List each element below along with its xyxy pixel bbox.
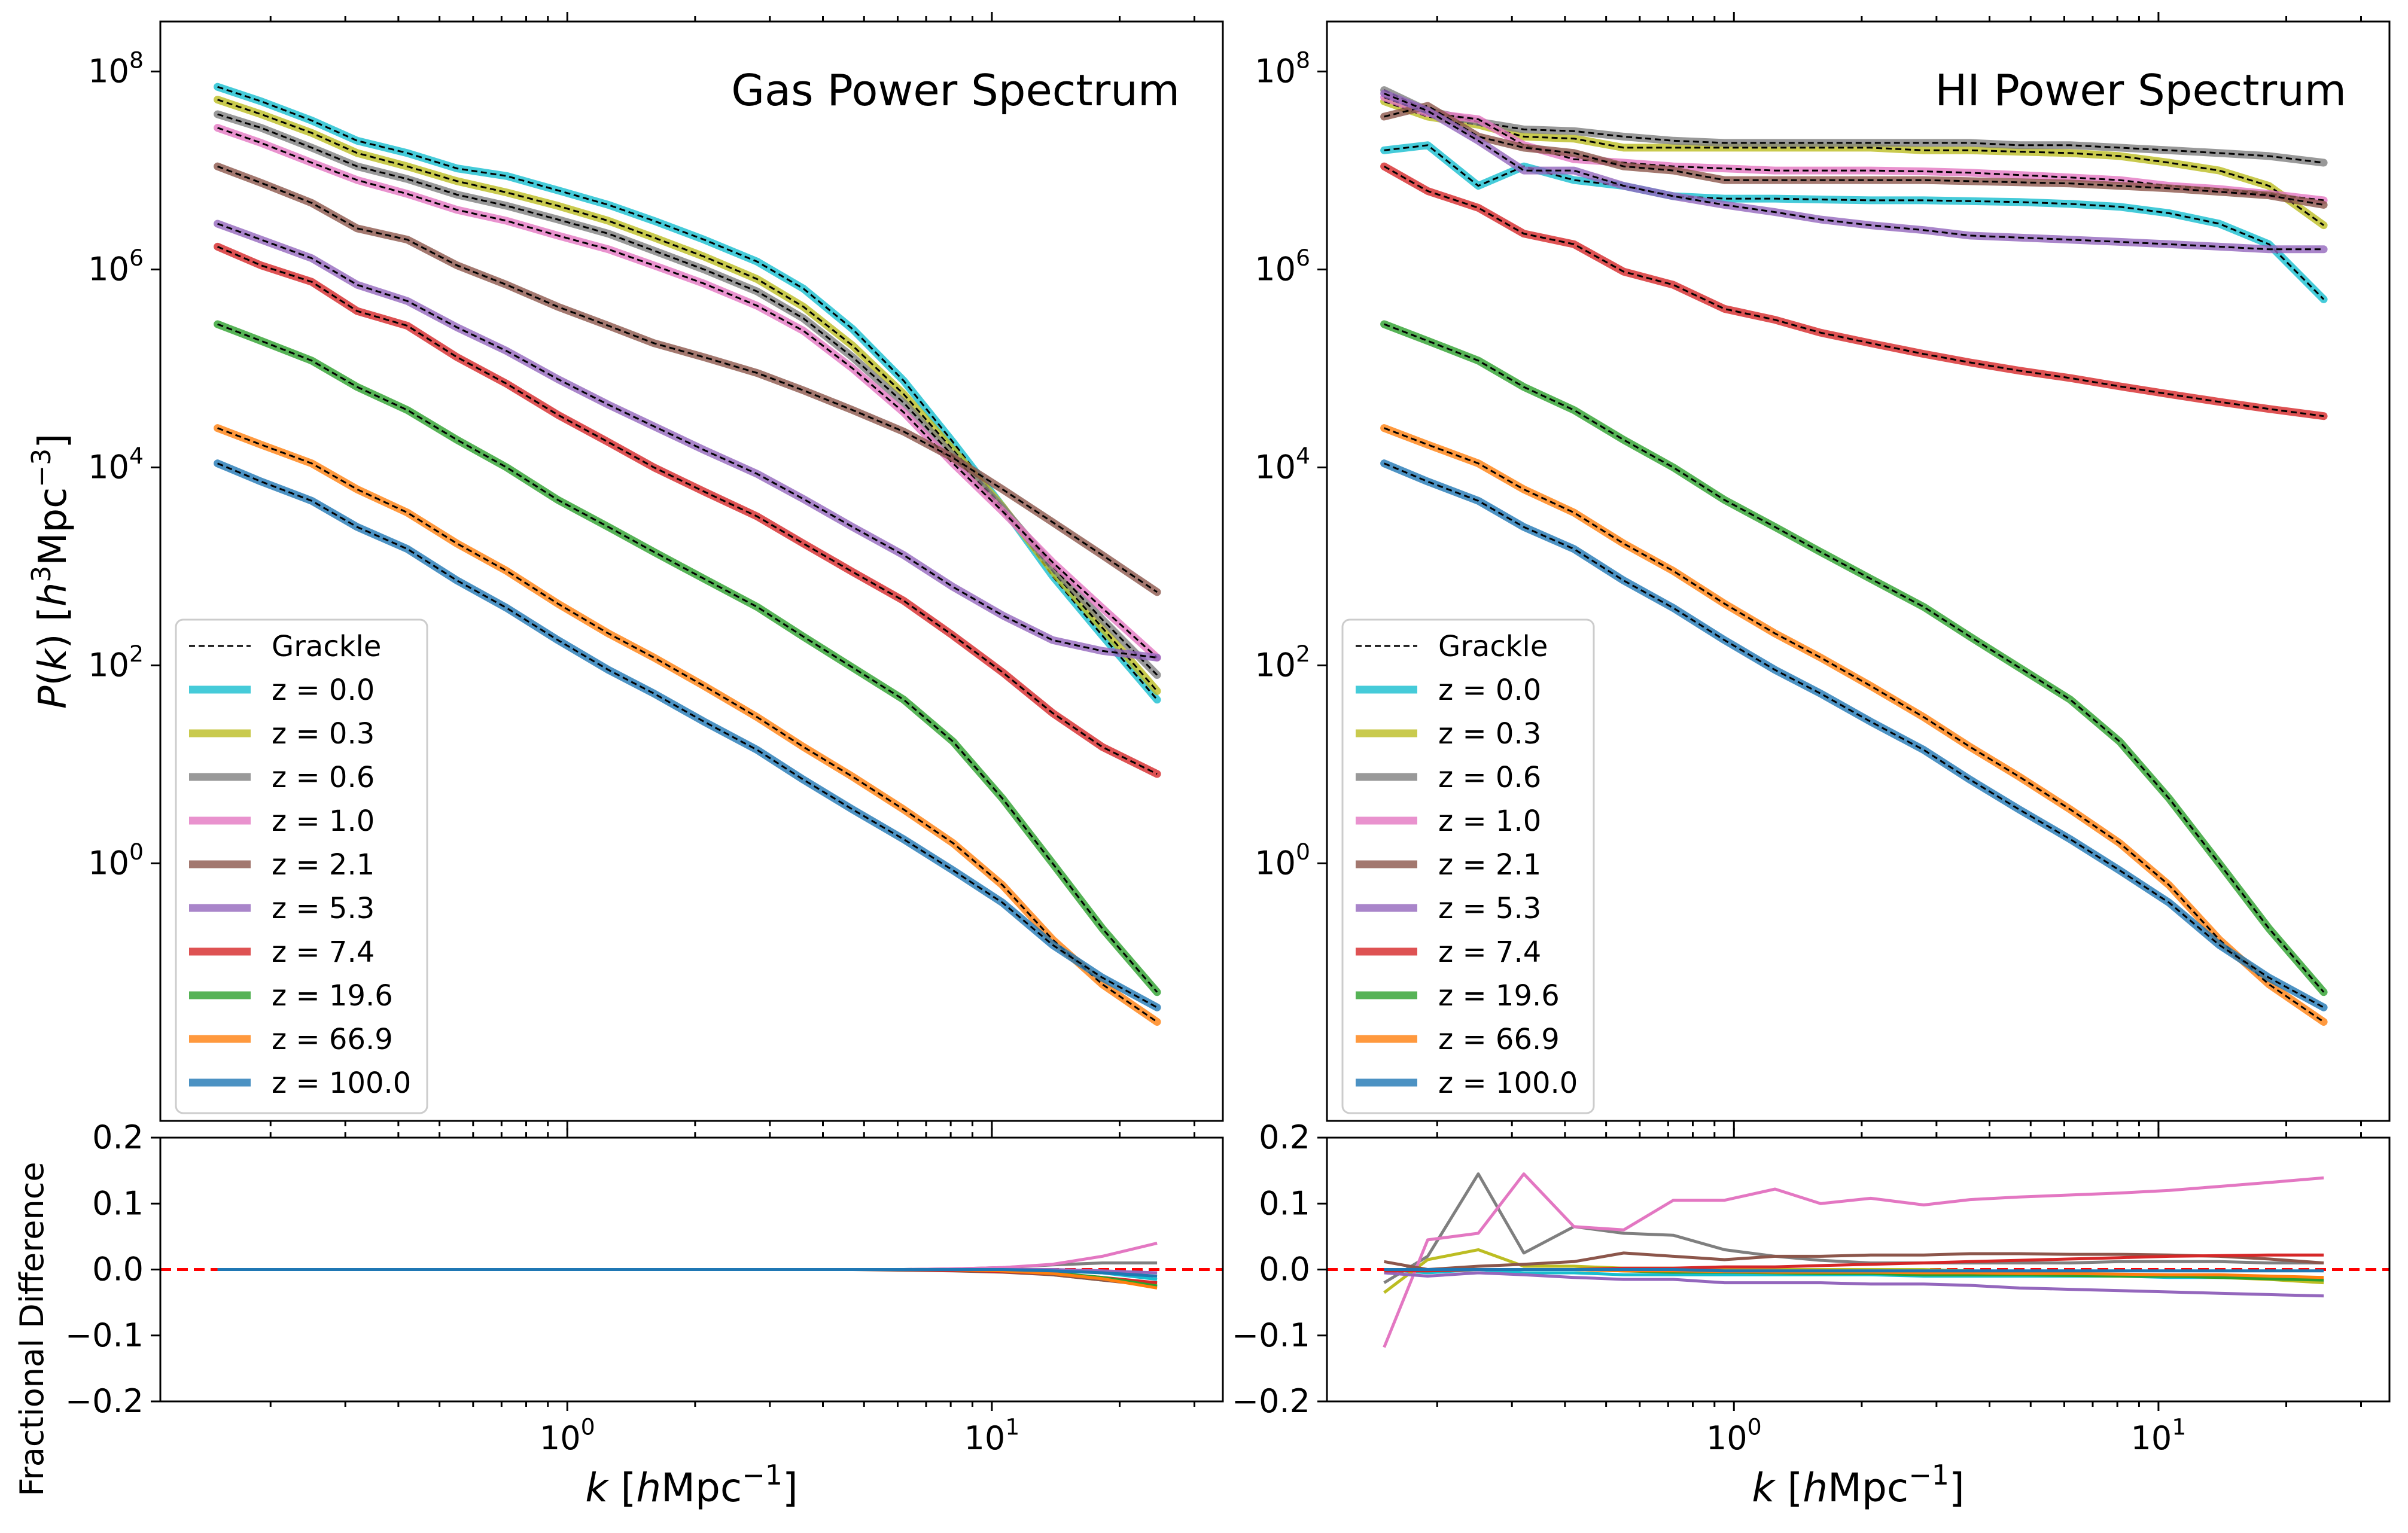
- x-tick-label: 101: [964, 1414, 1020, 1457]
- y-tick-label: 0.1: [92, 1184, 144, 1222]
- legend-label-z-7-4: z = 7.4: [1438, 935, 1541, 969]
- y-tick-label: 102: [88, 641, 144, 684]
- diff-line-z-100-0: [217, 1268, 1158, 1278]
- legend-grackle-label: Grackle: [1438, 630, 1548, 663]
- grackle-line-z-5-3: [1384, 92, 2324, 251]
- legend-label-z-7-4: z = 7.4: [272, 935, 375, 969]
- panel-gas-fractional-difference: 100 101 −0.2 −0.1 0.0 0.1 0.2: [65, 1118, 1224, 1457]
- y-tick-label: 0.1: [1259, 1184, 1310, 1222]
- y-tick-label: 0.0: [1259, 1251, 1310, 1288]
- grackle-line-z-7-4: [217, 246, 1158, 775]
- x-tick-label: 101: [2131, 1414, 2187, 1457]
- grackle-line-z-7-4: [1383, 165, 2324, 417]
- y-tick-label: 106: [88, 245, 144, 288]
- y-tick-label: 0.2: [92, 1118, 144, 1156]
- axes-frame: [159, 20, 1224, 1122]
- diff-line-z-2-1: [1384, 1251, 2324, 1271]
- legend-label-z-0-6: z = 0.6: [272, 761, 375, 794]
- xlabel-text: k [hMpc−1]: [585, 1459, 798, 1511]
- legend-label-z-100-0: z = 100.0: [272, 1066, 411, 1100]
- diff-line-z-100-0: [1384, 1268, 2324, 1273]
- y-tick-label: −0.2: [1232, 1382, 1310, 1420]
- ylabel-power-spectrum: P(k) [h3Mpc−3]: [26, 434, 75, 709]
- plot-area: [214, 83, 1161, 1026]
- panel-hi-power-spectrum: 100 102 104 106 108 HI Power Spectrum Grackle z…: [1255, 12, 2391, 1130]
- grackle-line-z-19-6: [217, 323, 1158, 993]
- legend: Grackle z = 0.0 z = 0.3 z = 0.6 z = 1.0 z = 2…: [1341, 618, 1595, 1114]
- panel-title: HI Power Spectrum: [1935, 65, 2346, 115]
- legend-grackle-label: Grackle: [272, 630, 381, 663]
- y-tick-label: 0.0: [92, 1251, 144, 1288]
- ylabel-power-spectrum-text: P(k) [h3Mpc−3]: [26, 434, 75, 709]
- y-tick-label: −0.2: [65, 1382, 144, 1420]
- x-tick-label: 100: [540, 1414, 595, 1457]
- xlabel-text: k [hMpc−1]: [1752, 1459, 1965, 1511]
- y-tick-label: 104: [1255, 443, 1310, 486]
- grackle-line-z-66-9: [1384, 427, 2324, 1023]
- panel-gas-power-spectrum: 100 102 104 106 108 Gas Power Spectrum Grackle…: [88, 12, 1224, 1130]
- y-tick-label: 108: [1255, 47, 1310, 90]
- y-tick-label: 106: [1255, 245, 1310, 288]
- y-tick-label: 0.2: [1259, 1118, 1310, 1156]
- legend-label-z-0-0: z = 0.0: [272, 673, 375, 707]
- diff-line-z-5-3: [1384, 1271, 2324, 1298]
- plot-area: [1327, 1172, 2389, 1348]
- y-tick-label: 100: [88, 839, 144, 882]
- y-tick-label: 102: [1255, 641, 1310, 684]
- grackle-line-z-5-3: [217, 223, 1158, 659]
- plot-area: [1380, 86, 2328, 1026]
- y-tick-label: 100: [1255, 839, 1310, 882]
- legend-label-z-5-3: z = 5.3: [272, 892, 375, 925]
- grackle-line-z-100-0: [217, 462, 1158, 1008]
- xlabel-left: k [hMpc−1]: [585, 1459, 798, 1511]
- panel-title: Gas Power Spectrum: [731, 65, 1180, 115]
- grackle-line-z-19-6: [1384, 323, 2325, 993]
- grackle-line-z-100-0: [1384, 462, 2324, 1008]
- ylabel-fractional-difference: Fractional Difference: [13, 1162, 51, 1496]
- axes-frame: [1326, 20, 2391, 1122]
- y-tick-label: 108: [88, 47, 144, 90]
- legend-label-z-0-3: z = 0.3: [1438, 717, 1541, 751]
- diff-line-z-1-0: [1383, 1172, 2324, 1348]
- legend-box: [1341, 618, 1595, 1114]
- legend-label-z-0-3: z = 0.3: [272, 717, 375, 751]
- legend-label-z-1-0: z = 1.0: [1438, 804, 1541, 838]
- series-line-z-2-1: [1380, 102, 2328, 209]
- grackle-line-z-2-1: [217, 165, 1158, 593]
- grackle-line-z-1-0: [217, 127, 1158, 659]
- y-tick-label: −0.1: [1232, 1316, 1310, 1354]
- diff-line-z-0-6: [1383, 1172, 2324, 1284]
- legend-label-z-1-0: z = 1.0: [272, 804, 375, 838]
- xlabel-right: k [hMpc−1]: [1752, 1459, 1965, 1511]
- legend-label-z-19-6: z = 19.6: [1438, 979, 1560, 1013]
- legend-label-z-66-9: z = 66.9: [272, 1023, 393, 1056]
- grackle-line-z-0-6: [1383, 89, 2324, 164]
- legend-label-z-2-1: z = 2.1: [1438, 848, 1541, 882]
- grackle-line-z-66-9: [217, 427, 1158, 1023]
- legend-label-z-19-6: z = 19.6: [272, 979, 393, 1013]
- legend-label-z-0-6: z = 0.6: [1438, 761, 1541, 794]
- legend-label-z-0-0: z = 0.0: [1438, 673, 1541, 707]
- plot-area: [160, 1241, 1223, 1290]
- legend-box: [175, 618, 428, 1114]
- series-line-z-0-3: [1380, 97, 2328, 230]
- legend-label-z-66-9: z = 66.9: [1438, 1023, 1560, 1056]
- y-tick-label: 104: [88, 443, 144, 486]
- legend-label-z-5-3: z = 5.3: [1438, 892, 1541, 925]
- x-tick-label: 100: [1706, 1414, 1762, 1457]
- legend-label-z-2-1: z = 2.1: [272, 848, 375, 882]
- panel-hi-fractional-difference: 100 101 −0.2 −0.1 0.0 0.1 0.2: [1232, 1118, 2391, 1457]
- legend-label-z-100-0: z = 100.0: [1438, 1066, 1578, 1100]
- legend: Grackle z = 0.0 z = 0.3 z = 0.6 z = 1.0 z = 2…: [175, 618, 428, 1114]
- y-tick-label: −0.1: [65, 1316, 144, 1354]
